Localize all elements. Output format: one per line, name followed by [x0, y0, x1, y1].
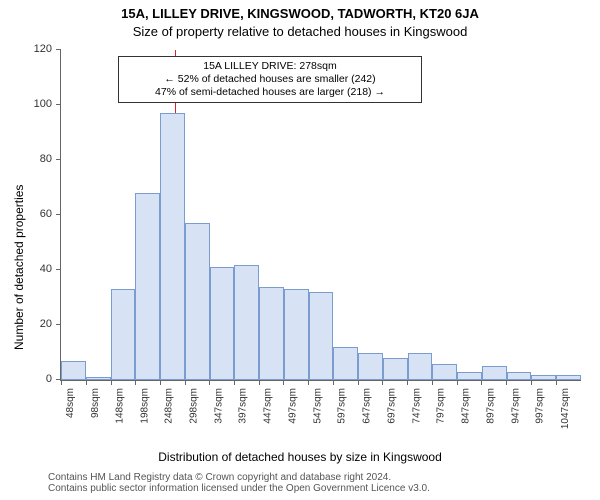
histogram-bar — [408, 353, 433, 381]
histogram-bar — [432, 364, 457, 381]
x-tick-mark — [86, 380, 87, 385]
annotation-box: 15A LILLEY DRIVE: 278sqm← 52% of detache… — [118, 56, 422, 103]
x-tick-label: 797sqm — [436, 380, 447, 424]
y-tick: 100 — [34, 98, 61, 110]
x-tick-label: 597sqm — [337, 380, 348, 424]
x-tick-label: 647sqm — [362, 380, 373, 424]
x-tick-label: 697sqm — [386, 380, 397, 424]
x-tick-mark — [185, 380, 186, 385]
histogram-bar — [111, 289, 136, 380]
x-tick-label: 997sqm — [535, 380, 546, 424]
histogram-bar — [383, 358, 408, 380]
x-tick-mark — [283, 380, 284, 385]
histogram-bar — [259, 287, 284, 381]
histogram-bar — [160, 113, 185, 380]
histogram-bar — [61, 361, 86, 380]
x-tick-label: 298sqm — [189, 380, 200, 424]
histogram-bar — [507, 372, 532, 380]
x-tick-mark — [457, 380, 458, 385]
footer-attribution: Contains HM Land Registry data © Crown c… — [48, 472, 430, 494]
x-tick-mark — [259, 380, 260, 385]
x-tick-mark — [358, 380, 359, 385]
y-axis-label: Number of detached properties — [12, 185, 26, 350]
x-tick-label: 747sqm — [411, 380, 422, 424]
histogram-bar — [309, 292, 334, 380]
x-tick-label: 248sqm — [164, 380, 175, 424]
x-tick-label: 1047sqm — [560, 380, 571, 429]
histogram-bar — [234, 265, 259, 381]
x-tick-mark — [234, 380, 235, 385]
x-tick-mark — [333, 380, 334, 385]
x-tick-label: 897sqm — [485, 380, 496, 424]
x-axis-label: Distribution of detached houses by size … — [0, 450, 600, 464]
x-tick-label: 397sqm — [238, 380, 249, 424]
chart-subtitle: Size of property relative to detached ho… — [0, 24, 600, 39]
x-tick-label: 98sqm — [90, 380, 101, 418]
histogram-bar — [284, 289, 309, 380]
x-tick-mark — [407, 380, 408, 385]
x-tick-mark — [556, 380, 557, 385]
x-tick-mark — [506, 380, 507, 385]
annotation-line: 15A LILLEY DRIVE: 278sqm — [125, 60, 415, 73]
x-tick-label: 497sqm — [287, 380, 298, 424]
x-tick-mark — [382, 380, 383, 385]
y-tick: 120 — [34, 43, 61, 55]
histogram-bar — [556, 375, 581, 381]
y-tick: 0 — [46, 373, 61, 385]
x-tick-label: 547sqm — [312, 380, 323, 424]
x-tick-mark — [209, 380, 210, 385]
x-tick-mark — [432, 380, 433, 385]
histogram-bar — [358, 353, 383, 381]
x-tick-label: 198sqm — [139, 380, 150, 424]
property-size-histogram: { "titles": { "line1": "15A, LILLEY DRIV… — [0, 0, 600, 500]
histogram-bar — [482, 366, 507, 380]
y-tick: 60 — [40, 208, 61, 220]
x-tick-label: 347sqm — [213, 380, 224, 424]
x-tick-label: 48sqm — [65, 380, 76, 418]
x-tick-mark — [135, 380, 136, 385]
y-tick: 40 — [40, 263, 61, 275]
footer-line-1: Contains HM Land Registry data © Crown c… — [48, 472, 430, 483]
histogram-bar — [210, 267, 235, 380]
annotation-line: 47% of semi-detached houses are larger (… — [125, 86, 415, 99]
y-tick: 80 — [40, 153, 61, 165]
histogram-bar — [333, 347, 358, 380]
histogram-bar — [86, 377, 111, 380]
histogram-bar — [135, 193, 160, 380]
histogram-bar — [185, 223, 210, 380]
x-tick-label: 148sqm — [115, 380, 126, 424]
x-tick-mark — [531, 380, 532, 385]
x-tick-label: 947sqm — [510, 380, 521, 424]
x-tick-mark — [160, 380, 161, 385]
x-tick-mark — [308, 380, 309, 385]
y-tick: 20 — [40, 318, 61, 330]
footer-line-2: Contains public sector information licen… — [48, 483, 430, 494]
x-tick-mark — [481, 380, 482, 385]
x-tick-mark — [111, 380, 112, 385]
annotation-line: ← 52% of detached houses are smaller (24… — [125, 73, 415, 86]
x-tick-label: 447sqm — [263, 380, 274, 424]
x-tick-label: 847sqm — [461, 380, 472, 424]
chart-title-address: 15A, LILLEY DRIVE, KINGSWOOD, TADWORTH, … — [0, 6, 600, 21]
x-tick-mark — [61, 380, 62, 385]
histogram-bar — [457, 372, 482, 380]
histogram-bar — [531, 375, 556, 381]
